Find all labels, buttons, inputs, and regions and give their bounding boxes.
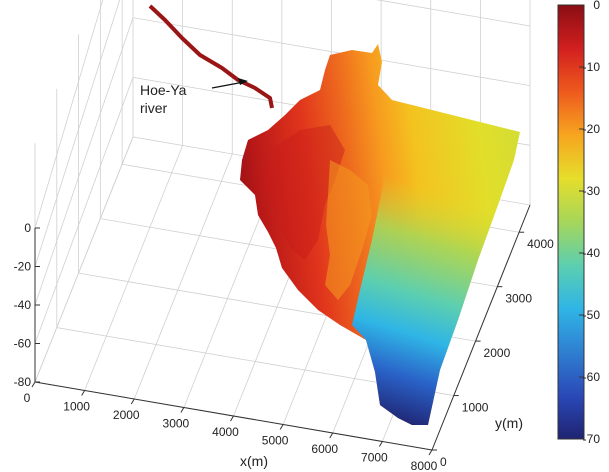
colorbar-tick-label: -60 bbox=[583, 370, 601, 384]
x-tick-label: 1000 bbox=[63, 400, 90, 414]
y-tick-label: 3000 bbox=[505, 292, 532, 306]
grid-line-x bbox=[84, 145, 183, 391]
x-axis: 0 1000 2000 3000 4000 5000 6000 7000 8000 bbox=[24, 381, 438, 472]
colorbar-tick-label: -20 bbox=[583, 122, 601, 136]
y-tick-label: 1000 bbox=[462, 401, 489, 415]
colorbar-tick-label: -10 bbox=[583, 60, 601, 74]
bathymetry-surface bbox=[240, 44, 520, 425]
x-tick bbox=[130, 398, 135, 405]
grid-line-z bbox=[34, 0, 104, 229]
colorbar-ticks: 0 -10 -20 -30 -40 -50 -60 -70 bbox=[579, 0, 600, 446]
grid-line-z bbox=[34, 17, 531, 306]
x-tick bbox=[279, 424, 284, 430]
x-tick-label: 6000 bbox=[311, 442, 338, 456]
z-tick-label: -80 bbox=[14, 375, 32, 389]
z-tick-label: -40 bbox=[14, 298, 32, 312]
x-tick bbox=[329, 432, 334, 439]
z-tick-label: -60 bbox=[14, 337, 32, 351]
colorbar-tick-label: -30 bbox=[583, 184, 601, 198]
grid-line-z bbox=[34, 0, 531, 267]
colorbar-tick-label: 0 bbox=[593, 0, 600, 12]
y-tick-label: 4000 bbox=[527, 237, 554, 251]
z-tick-label: 0 bbox=[24, 221, 31, 235]
y-axis-line bbox=[431, 204, 531, 451]
x-tick-label: 0 bbox=[24, 391, 31, 405]
x-tick bbox=[428, 449, 433, 456]
x-tick-label: 8000 bbox=[411, 459, 438, 472]
colorbar-tick-label: -40 bbox=[583, 246, 601, 260]
y-axis: 0 1000 2000 3000 4000 bbox=[431, 204, 554, 469]
colorbar bbox=[557, 4, 585, 440]
grid-line-x bbox=[133, 153, 233, 400]
x-tick-label: 2000 bbox=[113, 408, 140, 422]
annotation-arrow bbox=[211, 78, 248, 89]
annotation-line2: river bbox=[140, 100, 168, 116]
x-tick-label: 7000 bbox=[361, 451, 388, 465]
y-tick-label: 0 bbox=[440, 455, 447, 469]
z-axis: 0 -20 -40 -60 -80 bbox=[14, 221, 40, 389]
surface-shallow-ridges bbox=[262, 125, 345, 260]
x-tick bbox=[378, 441, 383, 447]
y-tick-label: 2000 bbox=[484, 346, 511, 360]
x-tick bbox=[180, 407, 185, 413]
x-axis-label: x(m) bbox=[240, 453, 268, 469]
x-tick bbox=[81, 390, 86, 396]
x-tick-label: 5000 bbox=[262, 434, 289, 448]
annotation-line1: Hoe-Ya bbox=[140, 82, 187, 98]
colorbar-tick-label: -50 bbox=[583, 308, 601, 322]
colorbar-tick-label: -70 bbox=[583, 432, 601, 446]
surface-mid-ridges bbox=[325, 160, 372, 300]
surface-deep-slope bbox=[352, 120, 520, 425]
river-channel bbox=[148, 4, 274, 109]
z-tick-label: -20 bbox=[14, 260, 32, 274]
x-tick-label: 3000 bbox=[163, 417, 190, 431]
x-tick bbox=[31, 381, 36, 388]
x-tick bbox=[230, 415, 234, 422]
y-axis-label: y(m) bbox=[495, 415, 523, 431]
x-tick-label: 4000 bbox=[212, 425, 239, 439]
